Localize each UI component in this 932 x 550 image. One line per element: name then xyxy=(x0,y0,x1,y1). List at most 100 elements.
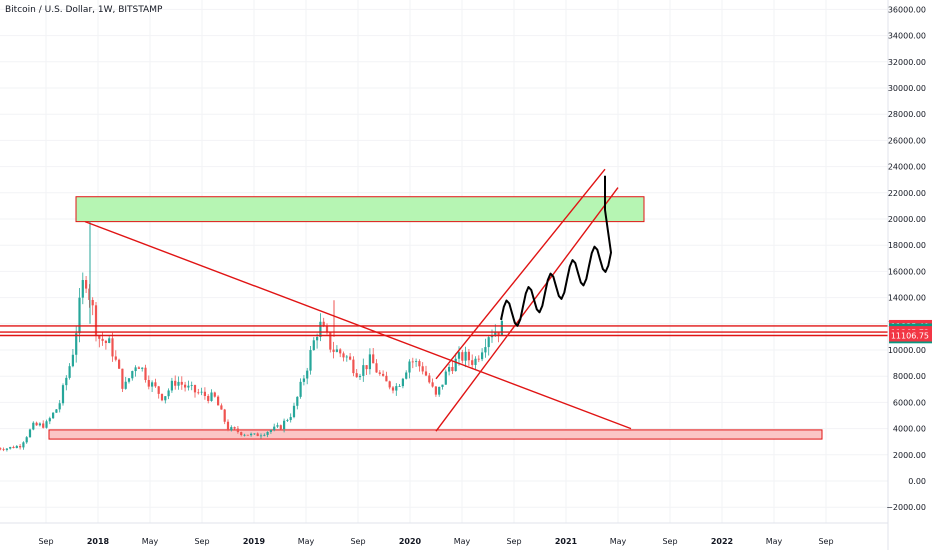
candle xyxy=(141,367,144,369)
candle xyxy=(32,422,35,430)
candle xyxy=(134,367,137,372)
grid xyxy=(0,0,888,523)
y-tick-label: 32000.00 xyxy=(888,58,926,67)
candle xyxy=(481,352,484,360)
candle xyxy=(174,380,177,386)
candle xyxy=(415,361,418,362)
candle xyxy=(332,349,335,352)
candle xyxy=(127,378,131,382)
candle xyxy=(243,434,246,436)
x-tick-label: 2021 xyxy=(555,537,578,546)
candle xyxy=(180,381,183,385)
x-tick-label: 2018 xyxy=(87,537,110,546)
candle xyxy=(388,381,391,388)
candle xyxy=(65,377,68,386)
candle xyxy=(286,420,289,421)
y-tick-label: 4000.00 xyxy=(893,425,926,434)
candle xyxy=(385,375,388,382)
candle xyxy=(25,437,28,443)
candle xyxy=(42,423,45,428)
candle xyxy=(411,361,414,363)
candle xyxy=(55,409,58,413)
candle xyxy=(151,382,154,387)
candle xyxy=(15,446,18,449)
candle xyxy=(81,280,84,298)
candle xyxy=(187,385,190,388)
candles xyxy=(0,221,503,452)
candle xyxy=(368,354,371,370)
time-axis: Sep 2018 May Sep 2019 May Sep 2020 May Sep 2021 May… xyxy=(0,522,888,546)
candle xyxy=(428,375,431,383)
candle xyxy=(137,367,140,369)
candle xyxy=(111,338,114,357)
y-tick-label: 20000.00 xyxy=(888,215,926,224)
lower-channel-line xyxy=(435,187,619,432)
candle xyxy=(358,375,362,378)
candle xyxy=(19,446,22,448)
candle xyxy=(471,360,474,365)
chart-title: Bitcoin / U.S. Dollar, 1W, BITSTAMP xyxy=(5,5,163,15)
candle xyxy=(375,363,378,373)
x-tick-label: 2022 xyxy=(711,537,733,546)
candle xyxy=(220,405,223,410)
y-tick-label: 16000.00 xyxy=(888,267,926,276)
candle xyxy=(276,425,279,427)
x-tick-label: Sep xyxy=(662,537,677,546)
candle xyxy=(352,359,355,374)
candle xyxy=(250,433,253,436)
descending-trendline xyxy=(84,220,632,430)
price-label-badge xyxy=(889,329,932,342)
candle xyxy=(246,434,249,436)
candle xyxy=(355,373,358,378)
candle xyxy=(157,386,160,394)
x-tick-label: May xyxy=(298,537,315,546)
candle xyxy=(365,365,368,370)
candle xyxy=(52,412,55,419)
candle xyxy=(494,331,497,337)
candle xyxy=(190,385,193,386)
candle xyxy=(193,385,197,393)
candle xyxy=(477,358,480,360)
y-tick-label: 8000.00 xyxy=(893,372,926,381)
candle xyxy=(467,351,470,361)
candle xyxy=(230,427,233,431)
candle xyxy=(382,373,385,376)
candle xyxy=(98,335,101,339)
drawings xyxy=(0,168,888,432)
candle xyxy=(114,356,117,360)
candle xyxy=(68,366,71,378)
price-label-text: 11106.75 xyxy=(891,332,929,341)
candle xyxy=(104,340,107,343)
candle xyxy=(200,391,203,393)
y-tick-label: 22000.00 xyxy=(888,189,926,198)
candle xyxy=(78,297,81,334)
candle xyxy=(441,384,444,387)
candle xyxy=(61,385,65,404)
x-tick-label: 2019 xyxy=(243,537,266,546)
candle xyxy=(457,352,461,359)
candle xyxy=(424,371,428,376)
candle xyxy=(22,442,25,448)
candle xyxy=(266,431,269,435)
x-tick-label: Sep xyxy=(194,537,209,546)
candle xyxy=(273,426,276,431)
y-tick-label: 28000.00 xyxy=(888,110,926,119)
candle xyxy=(124,381,127,389)
candle xyxy=(474,358,477,365)
candle xyxy=(9,446,12,449)
candle xyxy=(283,420,286,430)
candle xyxy=(289,417,292,421)
candle xyxy=(203,391,206,396)
candle xyxy=(240,432,243,435)
candle xyxy=(12,446,15,449)
candle xyxy=(500,320,503,336)
candle xyxy=(306,370,309,379)
candle xyxy=(263,434,266,436)
y-tick-label: 36000.00 xyxy=(888,5,926,14)
candle xyxy=(398,386,401,387)
y-tick-label: 10000.00 xyxy=(888,346,926,355)
candle xyxy=(418,361,421,367)
x-tick-label: 2020 xyxy=(399,537,422,546)
candle xyxy=(299,381,302,397)
